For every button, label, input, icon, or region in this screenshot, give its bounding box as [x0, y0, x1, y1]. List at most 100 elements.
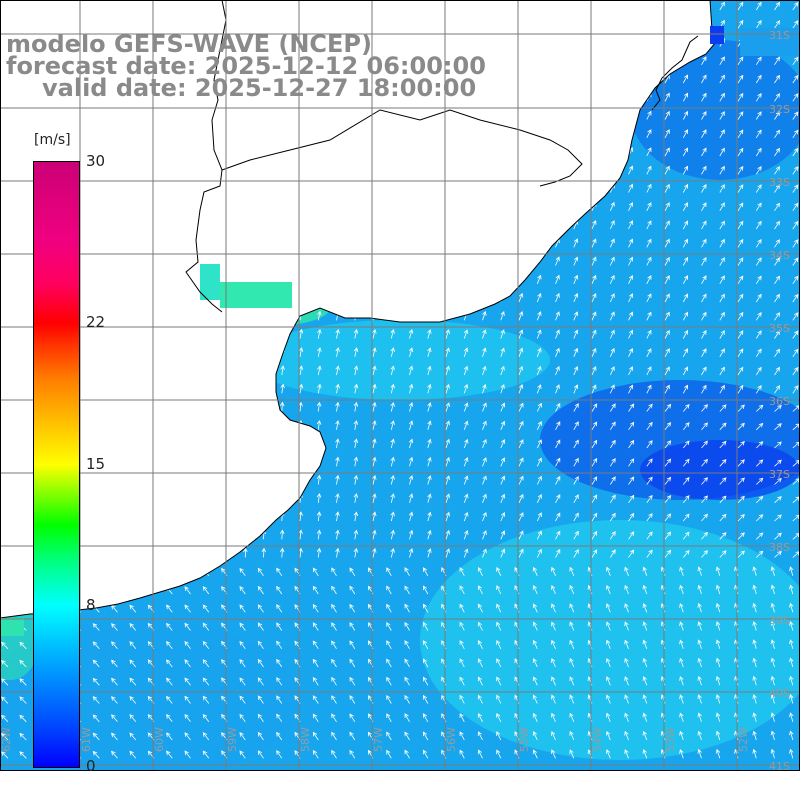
wind-arrow [628, 347, 634, 357]
wind-arrow [755, 165, 762, 175]
wind-arrow [202, 732, 210, 741]
wind-arrow [573, 311, 579, 321]
title-forecast-date: forecast date: 2025-12-12 06:00:00 [6, 52, 486, 80]
wind-arrow [719, 293, 725, 303]
wind-arrow [532, 712, 538, 722]
wind-arrow [532, 694, 538, 704]
wind-arrow [682, 422, 690, 431]
wind-arrow [609, 476, 616, 485]
wind-arrow [386, 676, 392, 686]
wind-arrow [664, 384, 670, 394]
wind-arrow [257, 585, 264, 595]
wind-arrow [606, 712, 611, 722]
wind-arrow [682, 458, 690, 467]
wind-arrow [642, 749, 648, 759]
wind-arrow [679, 603, 684, 613]
wind-arrow [239, 732, 246, 741]
wind-arrow [331, 713, 337, 723]
wind-arrow [664, 129, 670, 138]
wind-arrow [423, 603, 429, 613]
wind-arrow [737, 92, 744, 102]
wind-arrow [1, 678, 9, 686]
wind-arrow [573, 329, 579, 339]
wind-arrow [459, 567, 465, 576]
wind-arrow [257, 731, 264, 741]
wind-arrow [609, 347, 615, 357]
wind-arrow [555, 439, 561, 449]
wind-arrow [628, 183, 634, 193]
wind-arrow [606, 621, 611, 631]
wind-arrow [404, 676, 410, 686]
longitude-label: 56W [445, 727, 458, 752]
wind-arrow [477, 749, 483, 759]
wind-arrow [316, 511, 322, 522]
latitude-label: 35S [769, 322, 790, 335]
wind-arrow [755, 1, 762, 11]
wind-arrow [752, 657, 757, 668]
wind-arrow [679, 657, 684, 668]
wind-arrow [386, 585, 392, 595]
wind-arrow [569, 694, 575, 704]
wind-arrow [276, 695, 283, 704]
wind-arrow [111, 641, 118, 650]
wind-arrow [423, 713, 429, 722]
wind-arrow [591, 329, 597, 339]
wind-arrow [536, 475, 542, 485]
wind-arrow [679, 639, 684, 649]
wind-arrow [390, 365, 395, 376]
wind-arrow [19, 714, 27, 723]
latitude-label: 36S [769, 395, 790, 408]
wind-arrow [737, 348, 744, 358]
wind-arrow [737, 441, 745, 449]
wind-arrow [1, 751, 9, 759]
wind-arrow [646, 183, 652, 193]
wind-arrow [551, 694, 556, 704]
wind-arrow [697, 621, 702, 631]
wind-arrow [606, 676, 611, 686]
wind-arrow [628, 366, 634, 376]
wind-arrow [463, 475, 469, 485]
wind-arrow [496, 639, 502, 649]
wind-arrow [482, 329, 487, 339]
wind-arrow [789, 584, 794, 595]
wind-arrow [755, 293, 762, 303]
wind-arrow [664, 293, 670, 303]
wind-arrow [737, 514, 745, 522]
wind-arrow [701, 513, 708, 522]
wind-arrow [591, 457, 598, 467]
wind-arrow [606, 566, 611, 576]
wind-arrow [335, 511, 340, 522]
wind-arrow [755, 257, 762, 266]
wind-arrow [423, 658, 429, 668]
wind-arrow [298, 328, 304, 339]
latitude-label: 39S [769, 614, 790, 627]
wind-arrow [701, 293, 707, 303]
wind-arrow [792, 330, 799, 339]
land-area-shape [0, 0, 717, 619]
wind-arrow [609, 238, 615, 248]
wind-arrow [770, 657, 776, 668]
wind-arrow [591, 274, 597, 284]
wind-arrow [496, 749, 502, 759]
wind-arrow [551, 621, 556, 631]
wind-arrow [349, 658, 356, 668]
wind-arrow [737, 184, 744, 193]
wind-arrow [682, 147, 688, 157]
wind-arrow [184, 750, 191, 759]
wind-arrow [496, 712, 502, 722]
wind-arrow [573, 238, 579, 248]
wind-arrow [755, 129, 762, 139]
wind-arrow [573, 293, 579, 303]
wind-arrow [606, 639, 611, 649]
wind-arrow [752, 584, 757, 595]
wind-arrow [532, 731, 538, 741]
wind-arrow [701, 183, 707, 193]
wind-arrow [477, 694, 483, 704]
wind-arrow [1, 641, 9, 650]
wind-arrow [477, 639, 483, 649]
wind-arrow [317, 365, 322, 376]
wind-arrow [591, 549, 598, 558]
wind-arrow [573, 347, 579, 357]
wind-arrow [239, 640, 246, 650]
